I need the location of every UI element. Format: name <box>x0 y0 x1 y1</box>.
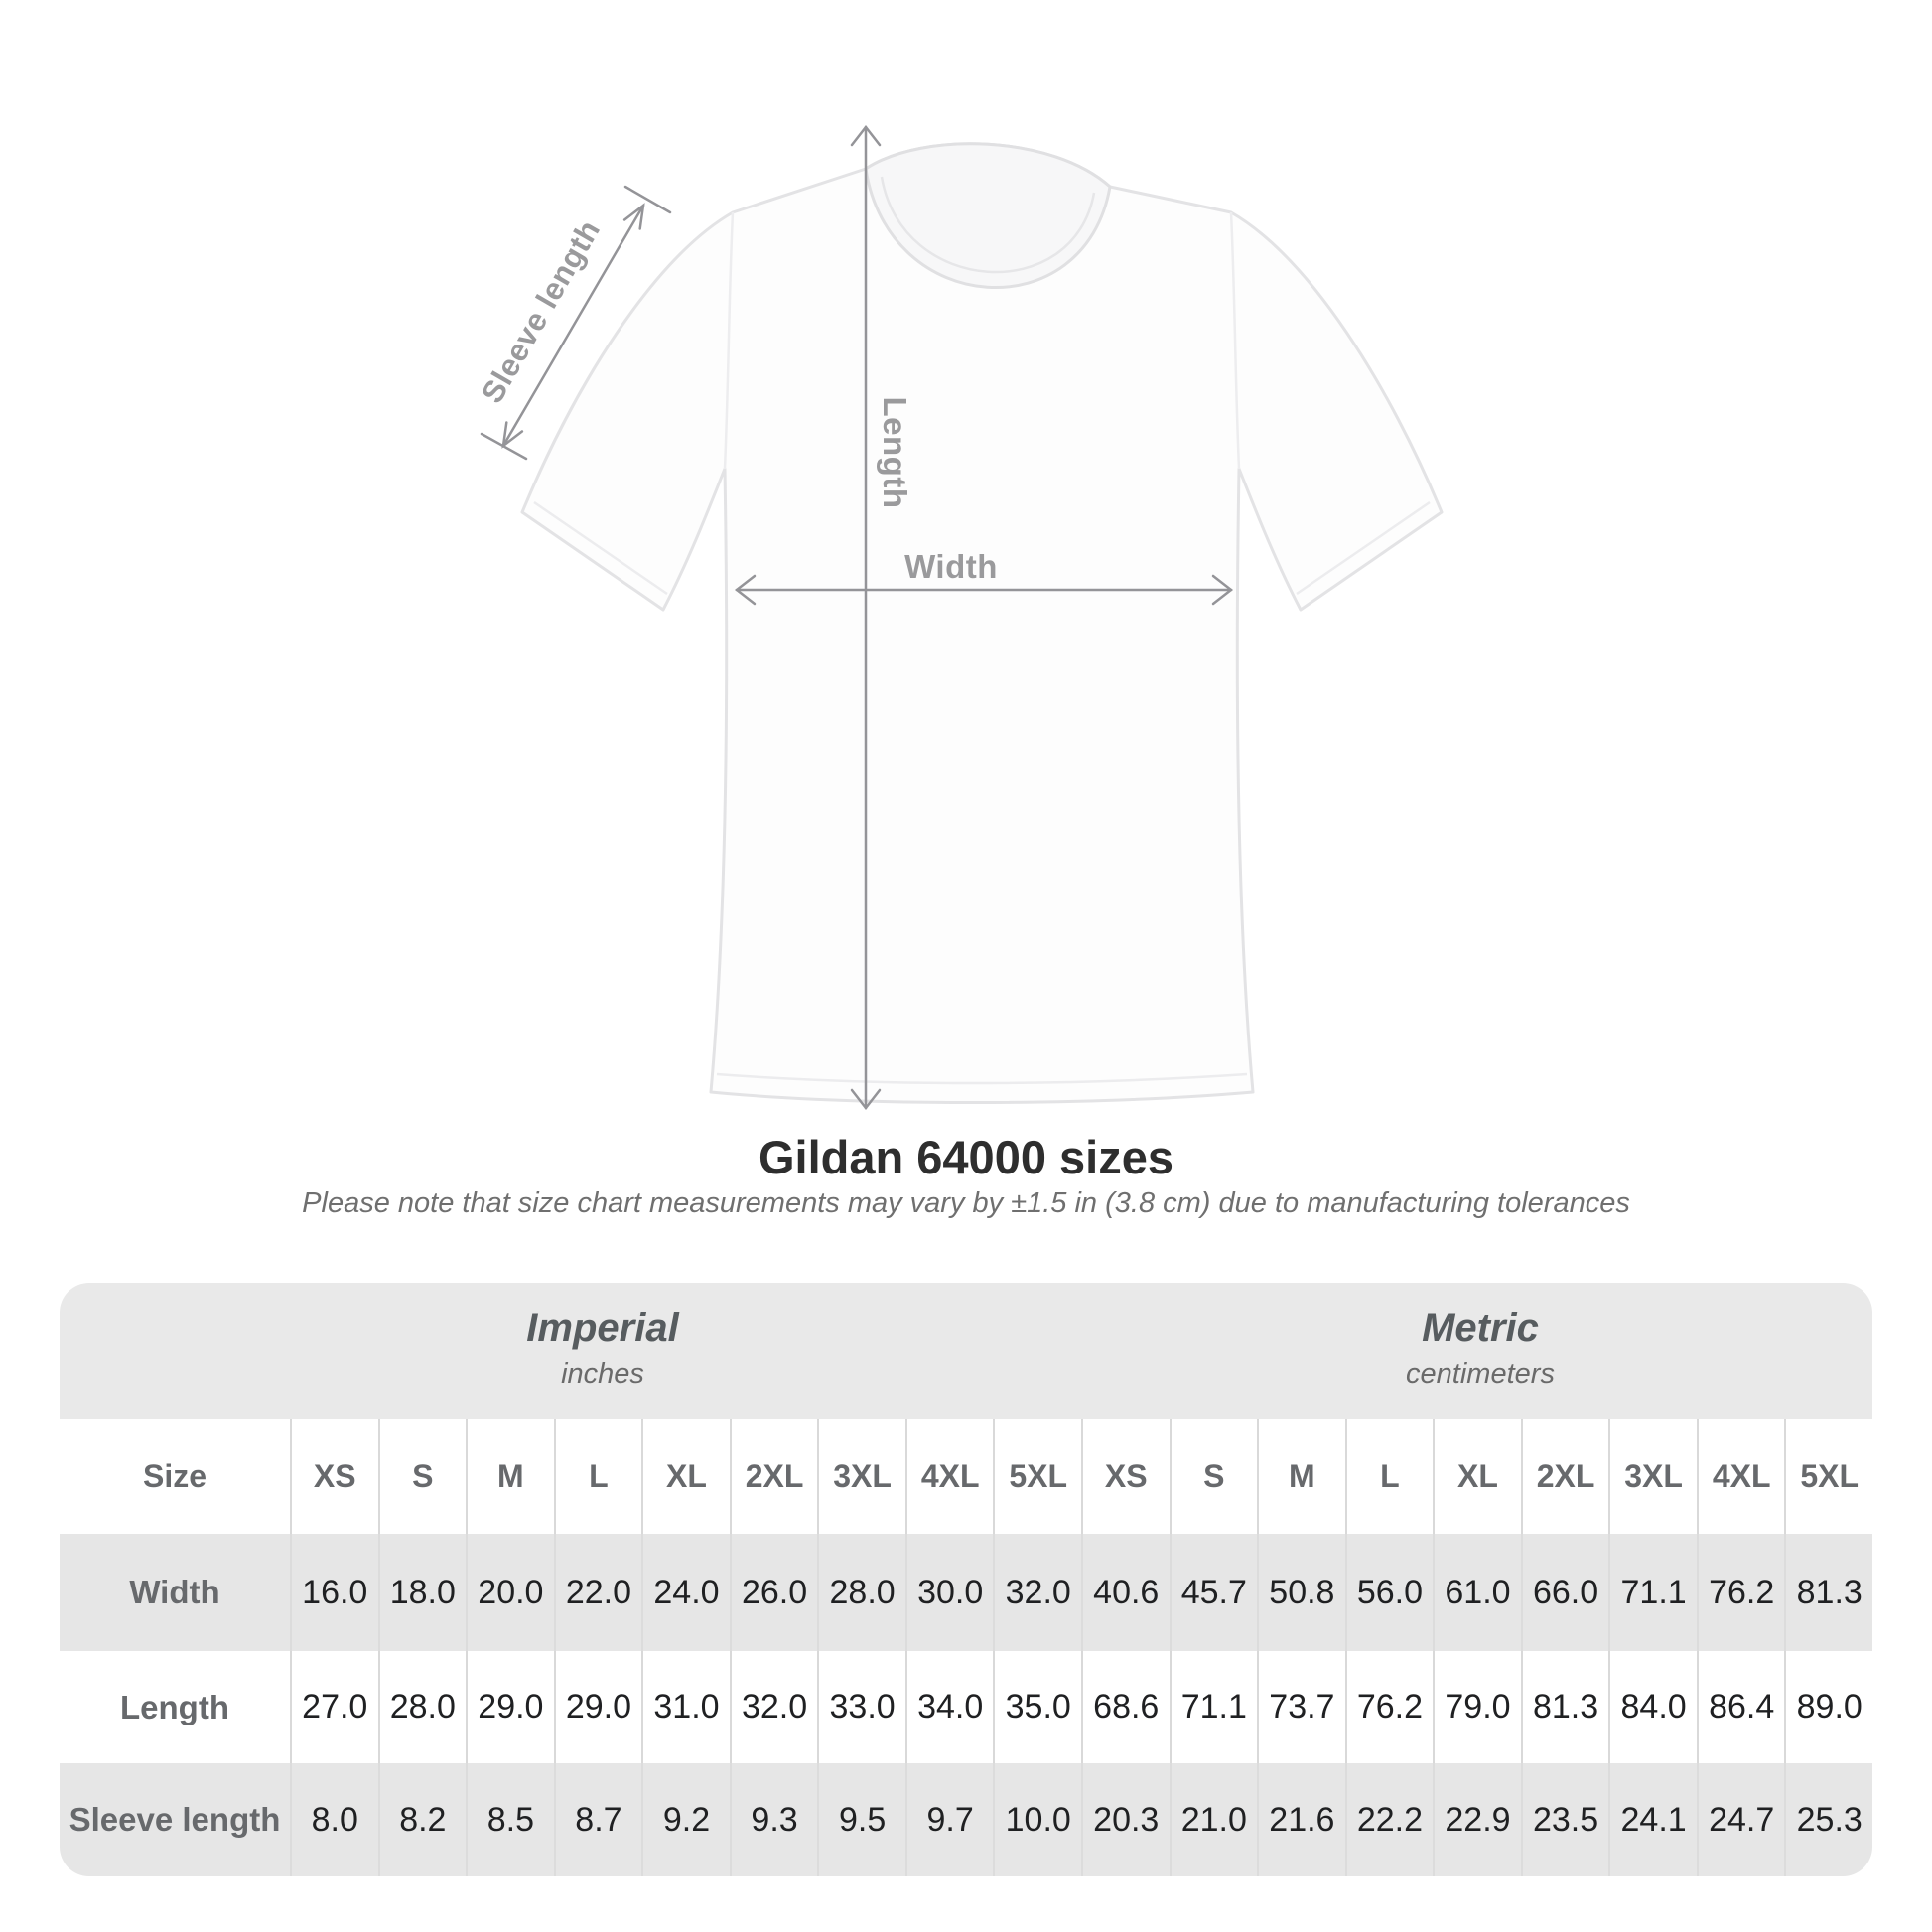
measurement-cell-metric: 71.1 <box>1608 1534 1697 1651</box>
size-table-grid: Size XS S M L XL 2XL 3XL 4XL 5XL XS S M L XL 2XL 3XL 4XL 5… <box>60 1419 1872 1876</box>
measurement-cell-imperial: 9.5 <box>817 1763 905 1876</box>
measurement-cell-metric: 22.2 <box>1344 1763 1434 1876</box>
measurement-cell-metric: 45.7 <box>1169 1534 1258 1651</box>
measurement-cell-imperial: 8.5 <box>466 1763 554 1876</box>
metric-header-group: Metric centimeters <box>1406 1305 1555 1391</box>
size-header-cell-imperial-S: S <box>377 1419 467 1534</box>
measurement-cell-imperial: 22.0 <box>553 1534 642 1651</box>
measurement-cell-imperial: 9.2 <box>641 1763 730 1876</box>
measurement-cell-metric: 76.2 <box>1344 1651 1434 1763</box>
measurement-cell-imperial: 32.0 <box>729 1651 818 1763</box>
measurement-cell-imperial: 24.0 <box>641 1534 730 1651</box>
size-header-cell-metric-XS: XS <box>1081 1419 1170 1534</box>
measurement-cell-imperial: 18.0 <box>377 1534 467 1651</box>
measurement-cell-metric: 86.4 <box>1696 1651 1785 1763</box>
measurement-cell-imperial: 10.0 <box>993 1763 1081 1876</box>
measurement-cell-metric: 84.0 <box>1608 1651 1697 1763</box>
size-header-cell-imperial-L: L <box>553 1419 642 1534</box>
measurement-cell-metric: 71.1 <box>1169 1651 1258 1763</box>
measurement-cell-imperial: 35.0 <box>993 1651 1081 1763</box>
measurement-cell-metric: 22.9 <box>1433 1763 1521 1876</box>
tshirt-figure: Sleeve length Length Width <box>475 124 1444 1111</box>
imperial-header: Imperial <box>526 1307 679 1350</box>
measurement-cell-metric: 79.0 <box>1433 1651 1521 1763</box>
row-label: Width <box>60 1534 290 1651</box>
measurement-cell-imperial: 27.0 <box>290 1651 378 1763</box>
size-column-label: Size <box>60 1419 290 1534</box>
measurement-cell-metric: 21.0 <box>1169 1763 1258 1876</box>
measurement-cell-metric: 61.0 <box>1433 1534 1521 1651</box>
size-header-cell-metric-4XL: 4XL <box>1696 1419 1785 1534</box>
sleeve-length-arrow <box>480 185 672 461</box>
measurement-cell-metric: 21.6 <box>1257 1763 1345 1876</box>
measurement-cell-imperial: 32.0 <box>993 1534 1081 1651</box>
measurement-cell-imperial: 9.7 <box>904 1763 994 1876</box>
measurement-cell-metric: 66.0 <box>1520 1534 1609 1651</box>
width-arrow <box>734 574 1234 606</box>
measurement-cell-imperial: 8.7 <box>553 1763 642 1876</box>
measurement-cell-imperial: 9.3 <box>729 1763 818 1876</box>
tshirt-image <box>520 142 1444 1104</box>
size-header-cell-metric-2XL: 2XL <box>1520 1419 1609 1534</box>
page-subtitle: Please note that size chart measurements… <box>302 1187 1630 1219</box>
row-label: Length <box>60 1651 290 1763</box>
size-header-cell-metric-3XL: 3XL <box>1608 1419 1697 1534</box>
measurement-cell-metric: 20.3 <box>1081 1763 1170 1876</box>
metric-unit: centimeters <box>1406 1358 1555 1390</box>
page-title: Gildan 64000 sizes <box>758 1131 1174 1183</box>
measurement-cell-imperial: 20.0 <box>466 1534 554 1651</box>
size-header-cell-metric-M: M <box>1257 1419 1345 1534</box>
size-header-cell-imperial-M: M <box>466 1419 554 1534</box>
measurement-cell-metric: 76.2 <box>1696 1534 1785 1651</box>
measurement-cell-metric: 50.8 <box>1257 1534 1345 1651</box>
measurement-cell-imperial: 8.0 <box>290 1763 378 1876</box>
row-label: Sleeve length <box>60 1763 290 1876</box>
measurement-cell-imperial: 33.0 <box>817 1651 905 1763</box>
size-header-cell-metric-S: S <box>1169 1419 1258 1534</box>
measurement-cell-metric: 68.6 <box>1081 1651 1170 1763</box>
measurement-cell-metric: 40.6 <box>1081 1534 1170 1651</box>
size-header-cell-imperial-5XL: 5XL <box>993 1419 1081 1534</box>
size-header-cell-imperial-4XL: 4XL <box>904 1419 994 1534</box>
measurement-cell-metric: 24.1 <box>1608 1763 1697 1876</box>
measurement-cell-metric: 56.0 <box>1344 1534 1434 1651</box>
measurement-cell-metric: 24.7 <box>1696 1763 1785 1876</box>
metric-header: Metric <box>1422 1307 1539 1350</box>
tshirt-svg <box>480 124 1444 1111</box>
length-label: Length <box>877 396 913 509</box>
size-header-cell-imperial-3XL: 3XL <box>817 1419 905 1534</box>
size-header-cell-imperial-XL: XL <box>641 1419 730 1534</box>
measurement-cell-imperial: 34.0 <box>904 1651 994 1763</box>
measurement-cell-imperial: 28.0 <box>377 1651 467 1763</box>
imperial-header-group: Imperial inches <box>526 1305 678 1391</box>
size-header-cell-metric-XL: XL <box>1433 1419 1521 1534</box>
size-header-cell-metric-5XL: 5XL <box>1784 1419 1872 1534</box>
size-table: Imperial inches Metric centimeters Size X… <box>60 1283 1872 1876</box>
measurement-cell-metric: 25.3 <box>1784 1763 1872 1876</box>
measurement-cell-imperial: 29.0 <box>553 1651 642 1763</box>
measurement-cell-imperial: 29.0 <box>466 1651 554 1763</box>
measurement-cell-imperial: 16.0 <box>290 1534 378 1651</box>
measurement-cell-imperial: 8.2 <box>377 1763 467 1876</box>
imperial-unit: inches <box>561 1358 644 1390</box>
length-arrow <box>850 124 882 1111</box>
measurement-cell-imperial: 31.0 <box>641 1651 730 1763</box>
measurement-cell-imperial: 26.0 <box>729 1534 818 1651</box>
measurement-cell-metric: 81.3 <box>1520 1651 1609 1763</box>
measurement-cell-imperial: 30.0 <box>904 1534 994 1651</box>
measurement-cell-metric: 23.5 <box>1520 1763 1609 1876</box>
measurement-cell-imperial: 28.0 <box>817 1534 905 1651</box>
measurement-cell-metric: 73.7 <box>1257 1651 1345 1763</box>
size-header-cell-imperial-XS: XS <box>290 1419 378 1534</box>
measurement-cell-metric: 89.0 <box>1784 1651 1872 1763</box>
width-label: Width <box>904 548 998 585</box>
measurement-cell-metric: 81.3 <box>1784 1534 1872 1651</box>
size-header-cell-metric-L: L <box>1344 1419 1434 1534</box>
size-header-cell-imperial-2XL: 2XL <box>729 1419 818 1534</box>
unit-band: Imperial inches Metric centimeters <box>60 1283 1872 1419</box>
